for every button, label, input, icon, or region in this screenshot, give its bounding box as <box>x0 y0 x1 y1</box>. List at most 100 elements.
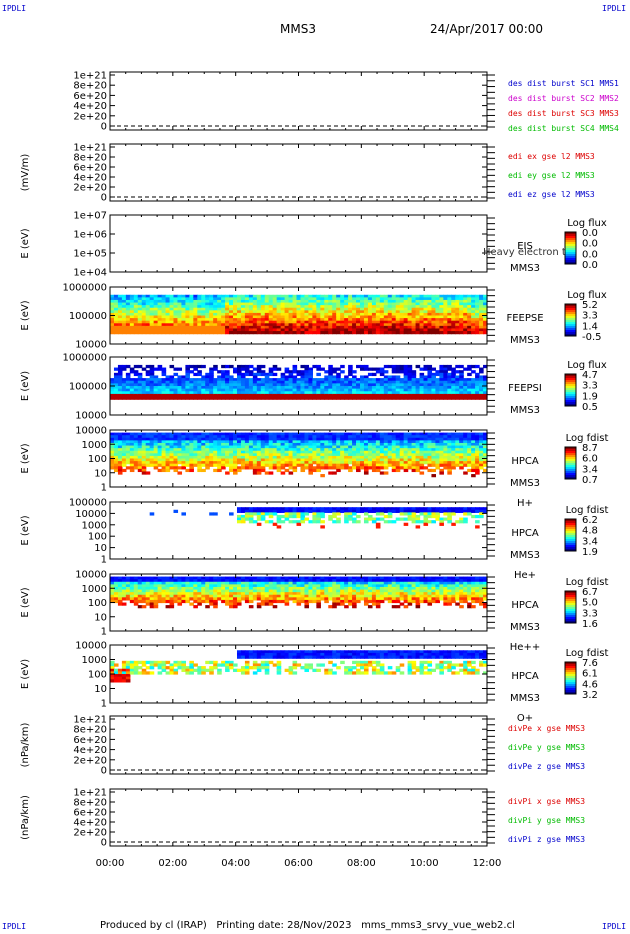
spectrogram-cell <box>455 331 460 335</box>
spectrogram-cell <box>427 584 433 588</box>
spectrogram-cell <box>280 372 286 377</box>
spectrogram-cell <box>479 463 484 467</box>
spectrogram-cell <box>121 435 127 439</box>
spectrogram-cell <box>236 305 242 309</box>
spectrogram-cell <box>312 512 317 516</box>
spectrogram-cell <box>407 602 413 606</box>
spectrogram-cell <box>201 302 206 306</box>
spectrogram-cell <box>336 594 341 598</box>
spectrogram-cell <box>217 448 222 452</box>
spectrogram-cell <box>304 594 310 598</box>
spectrogram-cell <box>185 448 190 452</box>
spectrogram-cell <box>268 455 274 460</box>
spectrogram-cell <box>110 320 115 324</box>
spectrogram-cell <box>336 386 341 390</box>
spectrogram-cell <box>391 386 397 390</box>
spectrogram-cell <box>236 378 242 382</box>
spectrogram-cell <box>256 581 262 585</box>
spectrogram-cell <box>375 597 381 601</box>
spectrogram-cell <box>189 602 194 606</box>
spectrogram-cell <box>352 584 357 588</box>
spectrogram-cell <box>276 579 282 583</box>
spectrogram-cell <box>316 589 321 593</box>
spectrogram-cell <box>360 320 365 324</box>
spectrogram-cell <box>165 586 171 591</box>
spectrogram-cell <box>217 586 222 591</box>
spectrogram-cell <box>272 328 278 332</box>
spectrogram-cell <box>217 370 222 374</box>
spectrogram-cell <box>240 364 246 369</box>
spectrogram-cell <box>308 299 313 304</box>
spectrogram-cell <box>439 380 444 384</box>
spectrogram-cell <box>371 448 377 452</box>
spectrogram-cell <box>463 297 468 301</box>
spectrogram-cell <box>225 383 230 387</box>
spectrogram-cell <box>268 602 274 606</box>
spectrogram-cell <box>411 315 417 319</box>
spectrogram-cell <box>276 388 282 392</box>
spectrogram-cell <box>240 455 246 460</box>
spectrogram-cell <box>332 509 337 513</box>
spectrogram-cell <box>363 302 369 306</box>
spectrogram-cell <box>479 315 484 319</box>
spectrogram-cell <box>439 320 444 324</box>
spectrogram-cell <box>240 576 246 580</box>
spectrogram-cell <box>157 458 163 462</box>
spectrogram-cell <box>264 328 270 332</box>
spectrogram-cell <box>268 509 274 513</box>
spectrogram-cell <box>383 297 389 301</box>
spectrogram-cell <box>332 581 337 585</box>
spectrogram-cell <box>395 448 401 452</box>
spectrogram-cell <box>244 589 250 593</box>
spectrogram-cell <box>304 455 310 460</box>
spectrogram-cell <box>141 455 147 460</box>
spectrogram-cell <box>117 432 123 436</box>
spectrogram-cell <box>435 455 440 460</box>
spectrogram-cell <box>149 396 155 400</box>
spectrogram-cell <box>399 437 405 441</box>
spectrogram-cell <box>415 325 421 330</box>
spectrogram-cell <box>280 310 286 314</box>
spectrogram-cell <box>324 310 329 314</box>
spectrogram-cell <box>336 512 341 516</box>
spectrogram-cell <box>276 514 282 519</box>
spectrogram-cell <box>467 383 472 387</box>
spectrogram-cell <box>268 367 274 371</box>
spectrogram-cell <box>284 320 290 324</box>
spectrogram-cell <box>344 448 349 452</box>
spectrogram-cell <box>395 302 401 306</box>
spectrogram-cell <box>276 315 282 319</box>
spectrogram-cell <box>161 367 167 371</box>
spectrogram-cell <box>427 383 433 387</box>
spectrogram-cell <box>379 453 385 457</box>
spectrogram-cell <box>229 315 234 319</box>
spectrogram-cell <box>352 445 357 449</box>
spectrogram-cell <box>252 299 258 304</box>
spectrogram-cell <box>415 297 421 301</box>
spectrogram-cell <box>296 576 302 580</box>
spectrogram-cell <box>236 331 242 335</box>
spectrogram-cell <box>209 597 214 601</box>
spectrogram-cell <box>121 455 127 460</box>
spectrogram-cell <box>296 331 302 335</box>
spectrogram-cell <box>233 325 238 330</box>
spectrogram-cell <box>344 592 349 596</box>
spectrogram-cell <box>233 378 238 382</box>
spectrogram-cell <box>225 302 230 306</box>
spectrogram-cell <box>185 375 190 379</box>
spectrogram-cell <box>177 391 183 395</box>
spectrogram-cell <box>225 579 230 583</box>
spectrogram-cell <box>371 312 377 317</box>
spectrogram-cell <box>213 592 218 596</box>
spectrogram-cell <box>403 466 409 470</box>
spectrogram-cell <box>320 380 325 384</box>
spectrogram-cell <box>157 378 163 382</box>
spectrogram-cell <box>288 378 294 382</box>
spectrogram-cell <box>236 388 242 392</box>
spectrogram-cell <box>217 592 222 596</box>
spectrogram-cell <box>201 299 206 304</box>
spectrogram-cell <box>276 597 282 601</box>
spectrogram-cell <box>217 589 222 593</box>
spectrogram-cell <box>153 375 159 379</box>
spectrogram-cell <box>193 437 198 441</box>
